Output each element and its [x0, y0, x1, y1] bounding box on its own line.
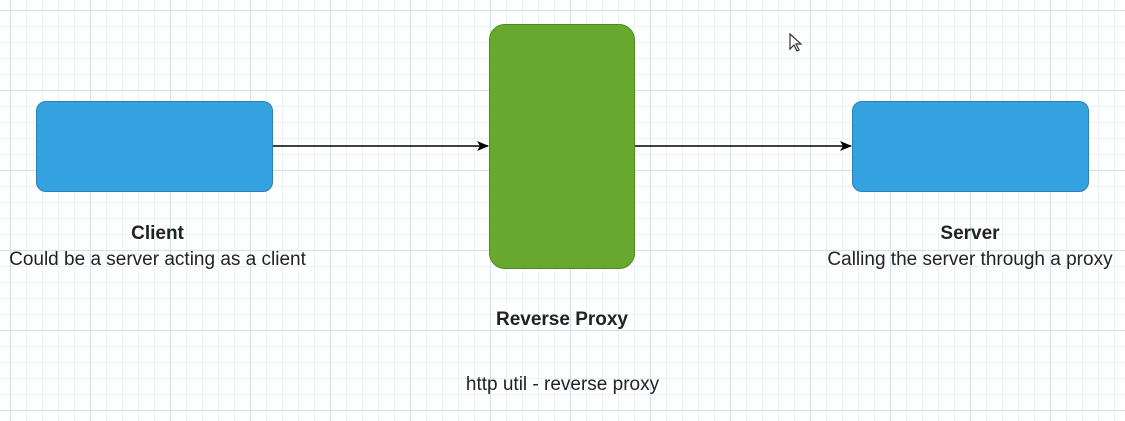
reverse-proxy-label: Reverse Proxy	[487, 307, 637, 333]
server-title: Server	[940, 223, 1000, 244]
server-label: Server Calling the server through a prox…	[820, 221, 1120, 273]
client-title: Client	[131, 223, 184, 244]
server-description: Calling the server through a proxy	[827, 249, 1113, 270]
mouse-cursor-icon	[789, 33, 803, 52]
reverse-proxy-title: Reverse Proxy	[495, 309, 629, 330]
server-node[interactable]	[852, 101, 1089, 192]
client-node[interactable]	[36, 101, 273, 192]
reverse-proxy-note: http util - reverse proxy	[465, 374, 660, 395]
client-label: Client Could be a server acting as a cli…	[0, 221, 315, 273]
reverse-proxy-node[interactable]	[489, 24, 635, 269]
client-description: Could be a server acting as a client	[9, 249, 306, 270]
